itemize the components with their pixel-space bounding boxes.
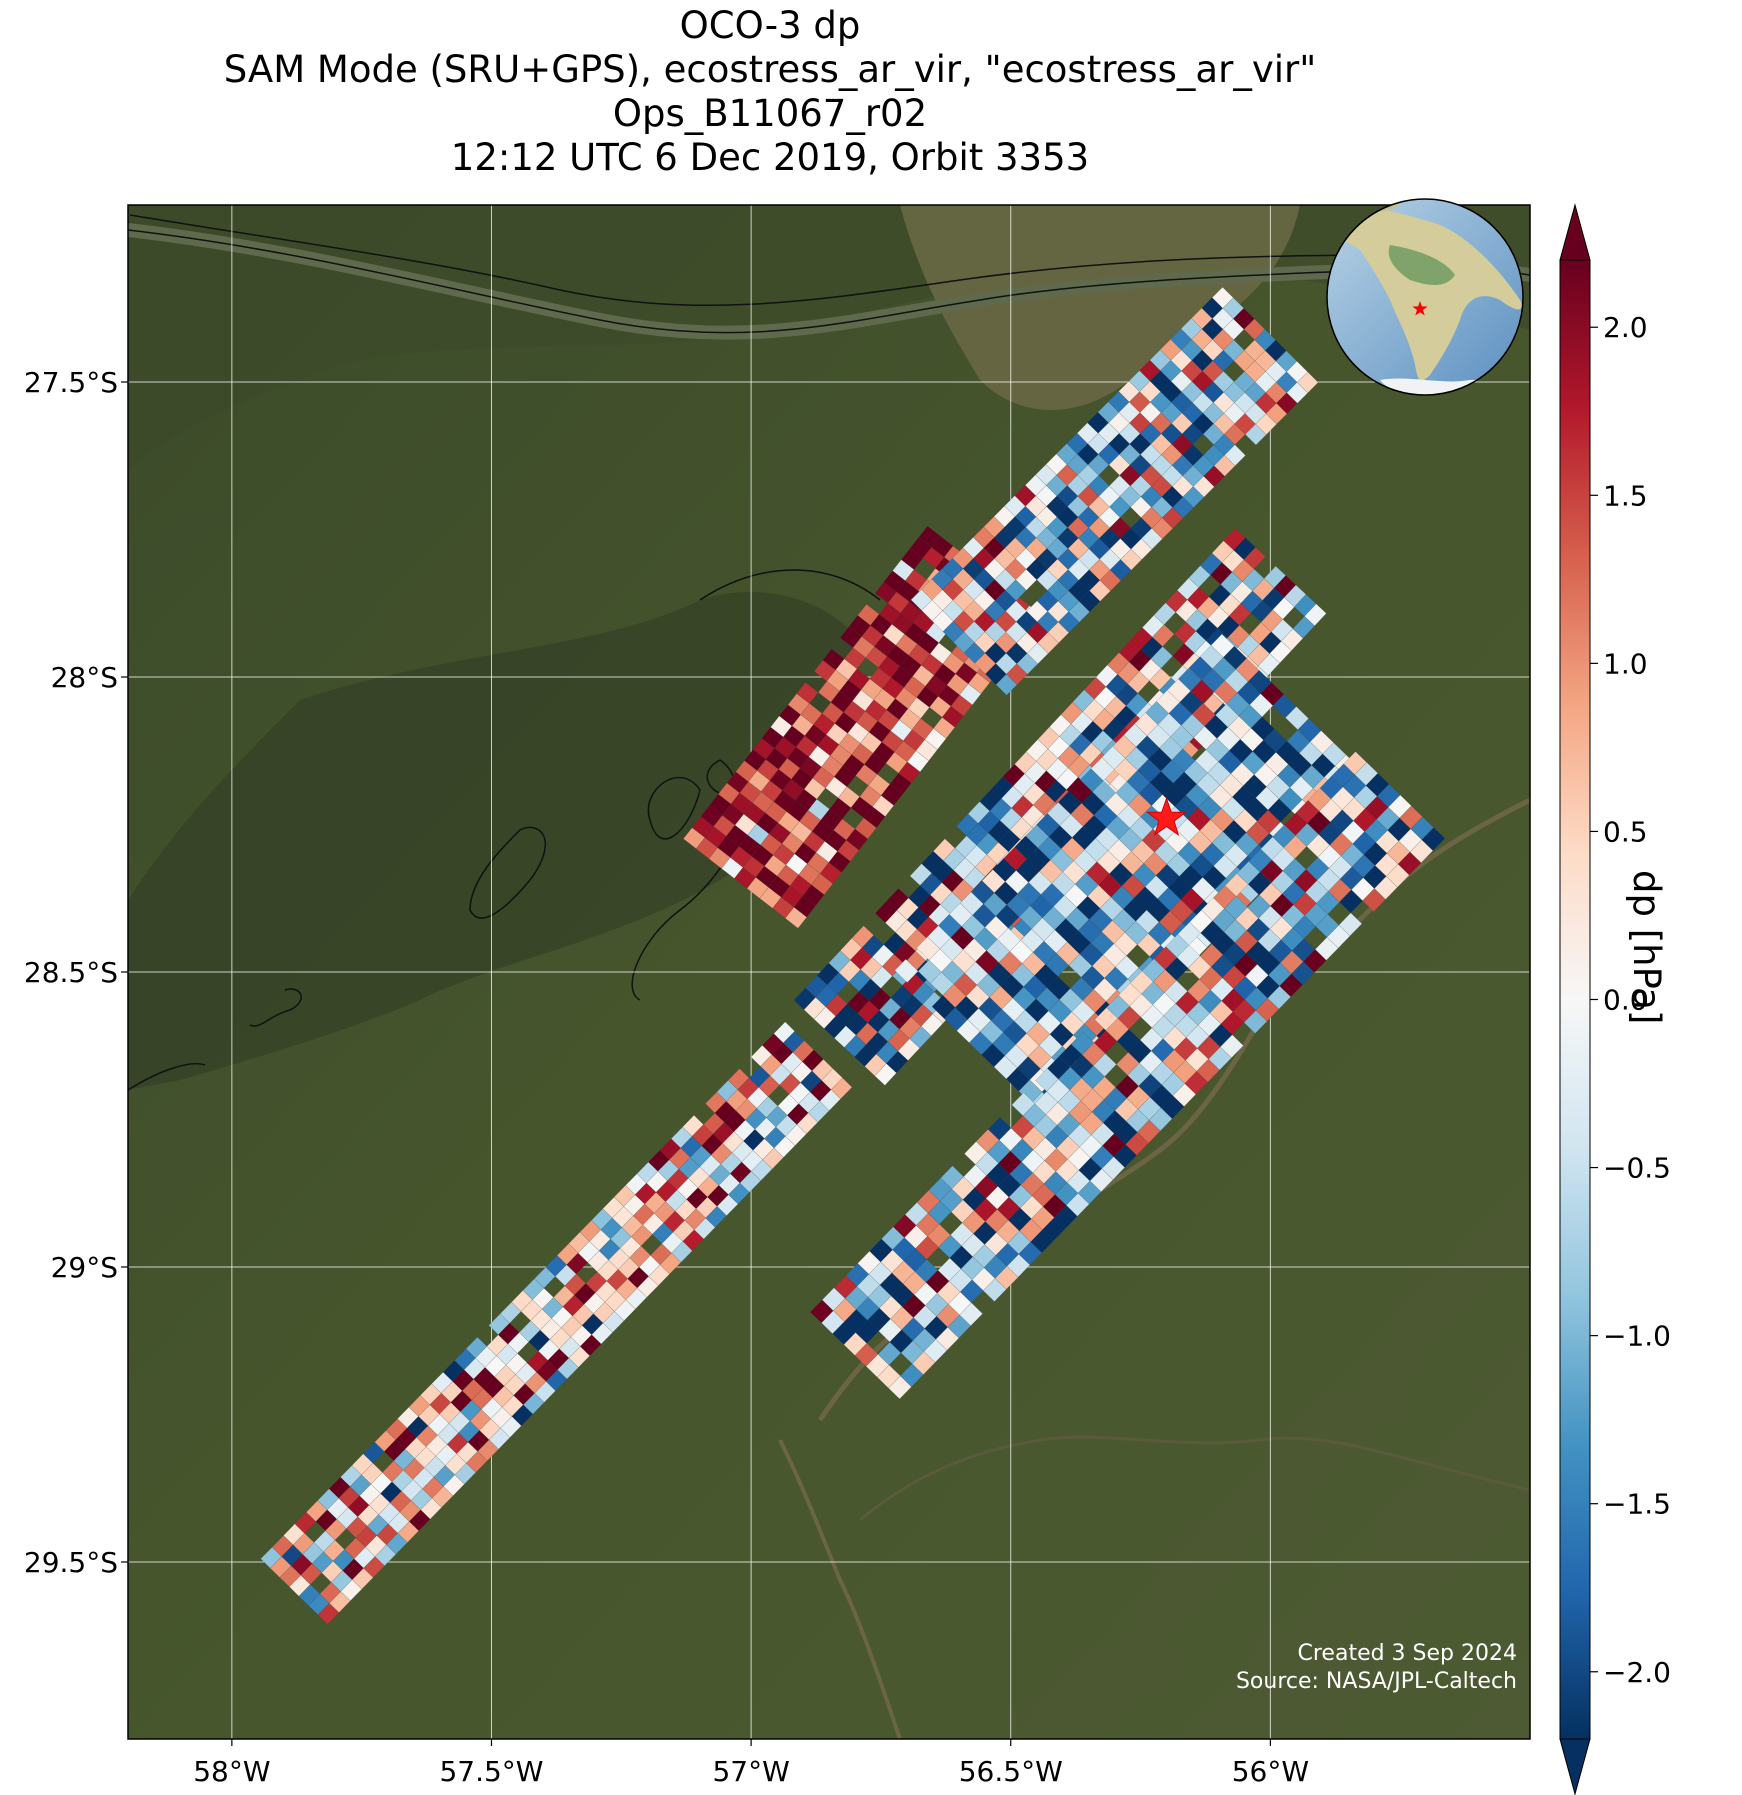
colorbar-tick-label: −2.0 [1603,1656,1671,1689]
target-star-shape [1146,797,1187,837]
title-line-3: Ops_B11067_r02 [612,92,928,135]
colorbar-tick-label: 1.5 [1603,479,1648,512]
lat-tick-label: 28°S [51,661,118,694]
sounding-cell [1296,371,1319,394]
swath-a [260,1021,853,1625]
sounding-cell [1224,444,1246,467]
lat-tick-label: 29°S [51,1251,118,1284]
colorbar-tick-label: −0.5 [1603,1152,1671,1185]
colorbar-ticks: 2.0 1.5 1.0 0.5 0.0 −0.5 −1.0 −1.5 −2.0 [1590,311,1671,1689]
lon-tick-label: 57.5°W [439,1755,543,1788]
sounding-cell [830,1077,853,1100]
sounding-cell [959,1302,983,1327]
credits: Created 3 Sep 2024 Source: NASA/JPL-Calt… [1236,1640,1517,1696]
colorbar-tick-label: 2.0 [1603,311,1648,344]
lon-tick-label: 56°W [1232,1755,1309,1788]
swath-e [683,525,1043,929]
sounding-cell [1421,827,1446,851]
swath-d [809,751,1446,1400]
sounding-cell [1219,1034,1244,1059]
lat-tick-label: 27.5°S [24,366,118,399]
created-date: Created 3 Sep 2024 [1297,1641,1518,1666]
sounding-swaths [260,286,1446,1625]
title-line-1: OCO-3 dp [679,4,861,47]
map-title: OCO-3 dp SAM Mode (SRU+GPS), ecostress_a… [0,4,1540,180]
sounding-cell [1304,603,1327,627]
title-line-4: 12:12 UTC 6 Dec 2019, Orbit 3353 [450,136,1090,179]
globe-location-star-icon [1412,301,1428,316]
colorbar-tick-label: 0.5 [1603,815,1648,848]
lat-tick-label: 28.5°S [24,956,118,989]
sounding-cell [1243,546,1266,570]
lon-tick-label: 56.5°W [959,1755,1063,1788]
colorbar-tick-label: 0.0 [1603,984,1648,1017]
source-credit: Source: NASA/JPL-Caltech [1235,1669,1517,1694]
title-line-2: SAM Mode (SRU+GPS), ecostress_ar_vir, "e… [223,48,1317,91]
colorbar-label: dp [hPa] [1625,870,1668,1025]
colorbar [1559,203,1591,1795]
lon-tick-label: 57°W [712,1755,789,1788]
colorbar-tick-label: −1.5 [1603,1488,1671,1521]
swath-b [793,527,1327,1086]
colorbar-tick-label: 1.0 [1603,647,1648,680]
lon-tick-label: 58°W [193,1755,270,1788]
colorbar-tick-label: −1.0 [1603,1320,1671,1353]
globe-star-shape [1412,301,1428,316]
swath-f [910,286,1319,696]
lat-tick-label: 29.5°S [24,1546,118,1579]
target-star-icon [1146,797,1187,837]
axis-ticks: 58°W 57.5°W 57°W 56.5°W 56°W 27.5°S 28°S 28.5°S… [24,366,1309,1788]
sounding-cell [1338,912,1363,937]
